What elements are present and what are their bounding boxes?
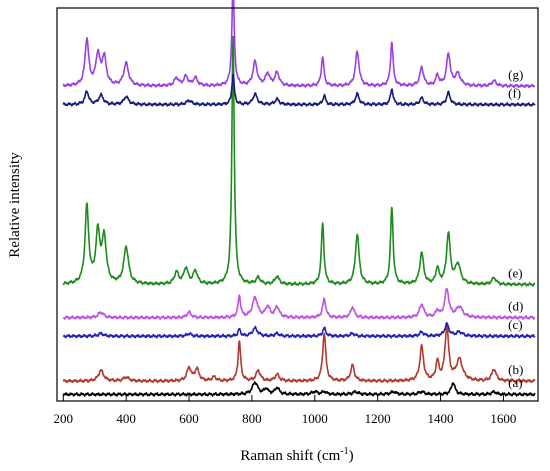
- series-label-e: (e): [508, 265, 522, 280]
- series-label-c: (c): [508, 317, 522, 332]
- x-tick-label-1000: 1000: [302, 411, 328, 426]
- x-tick-label-1400: 1400: [428, 411, 454, 426]
- x-axis-title: Raman shift (cm-1): [240, 446, 353, 464]
- x-tick-label-800: 800: [242, 411, 262, 426]
- series-label-f: (f): [508, 85, 521, 100]
- series-layer: [62, 0, 536, 397]
- series-line-g: [62, 0, 536, 89]
- x-axis-title-main: Raman shift (cm: [240, 448, 340, 464]
- series-line-e: [62, 35, 536, 287]
- series-label-b: (b): [508, 362, 523, 377]
- series-line-a: [62, 381, 536, 397]
- x-axis-ticks: 200 400 600 800 1000 1200 1400 1600: [54, 395, 516, 426]
- series-line-d: [62, 288, 536, 320]
- series-label-g: (g): [508, 67, 523, 82]
- x-tick-label-1200: 1200: [365, 411, 391, 426]
- series-line-c: [62, 322, 536, 339]
- series-line-b: [62, 325, 536, 384]
- x-tick-label-400: 400: [116, 411, 136, 426]
- plot-frame: [56, 7, 539, 402]
- y-axis-title: Relative intensity: [7, 152, 23, 258]
- series-label-d: (d): [508, 298, 523, 313]
- x-axis-title-sup: -1: [340, 446, 348, 457]
- x-tick-label-600: 600: [179, 411, 199, 426]
- series-line-f: [62, 73, 536, 107]
- x-tick-label-200: 200: [54, 411, 74, 426]
- series-labels: (a)(b) (c) (d) (e) (f) (g): [508, 67, 523, 390]
- series-label-a: (a): [508, 375, 522, 390]
- x-tick-label-1600: 1600: [490, 411, 516, 426]
- x-axis-title-close: ): [349, 448, 354, 464]
